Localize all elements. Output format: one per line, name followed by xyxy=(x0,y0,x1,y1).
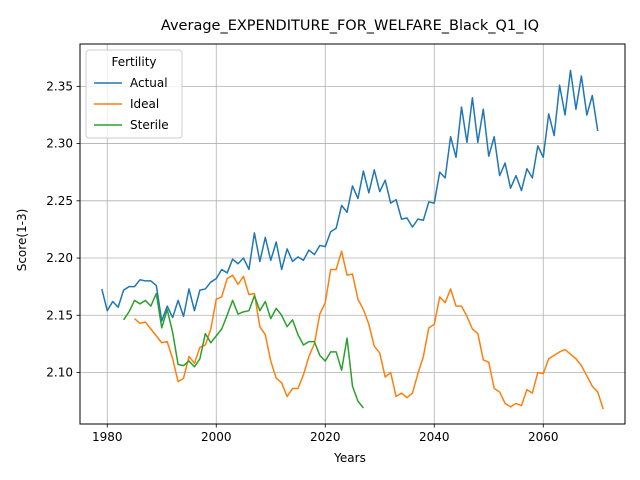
x-tick-label: 2060 xyxy=(528,430,559,444)
x-axis-label: Years xyxy=(333,451,366,465)
legend-label-ideal: Ideal xyxy=(130,97,159,111)
legend-label-actual: Actual xyxy=(130,76,168,90)
y-tick-label: 2.30 xyxy=(46,137,73,151)
grid-lines xyxy=(80,44,625,424)
legend-box xyxy=(85,49,183,139)
y-tick-label: 2.15 xyxy=(46,308,73,322)
y-tick-label: 2.10 xyxy=(46,365,73,379)
series-line-actual xyxy=(101,69,599,322)
y-tick-label: 2.20 xyxy=(46,251,73,265)
chart-title: Average_EXPENDITURE_FOR_WELFARE_Black_Q1… xyxy=(161,18,539,34)
x-tick-label: 2020 xyxy=(310,430,341,444)
x-tick-label: 1980 xyxy=(92,430,123,444)
x-tick-label: 2000 xyxy=(201,430,232,444)
y-tick-label: 2.35 xyxy=(46,79,73,93)
series-lines xyxy=(101,69,604,410)
y-axis-label: Score(1-3) xyxy=(15,209,29,272)
x-tick-label: 2040 xyxy=(419,430,450,444)
series-line-sterile xyxy=(122,292,364,409)
plot-frame xyxy=(79,43,626,425)
series-line-ideal xyxy=(134,250,604,410)
legend-title: Fertility xyxy=(111,55,156,69)
legend: Fertility Actual Ideal Sterile xyxy=(85,49,183,139)
y-tick-label: 2.25 xyxy=(46,194,73,208)
axis-ticks: 1980 2000 2020 2040 2060 2.10 2.15 2.20 2.25 2.30… xyxy=(46,79,558,444)
legend-label-sterile: Sterile xyxy=(130,118,169,132)
